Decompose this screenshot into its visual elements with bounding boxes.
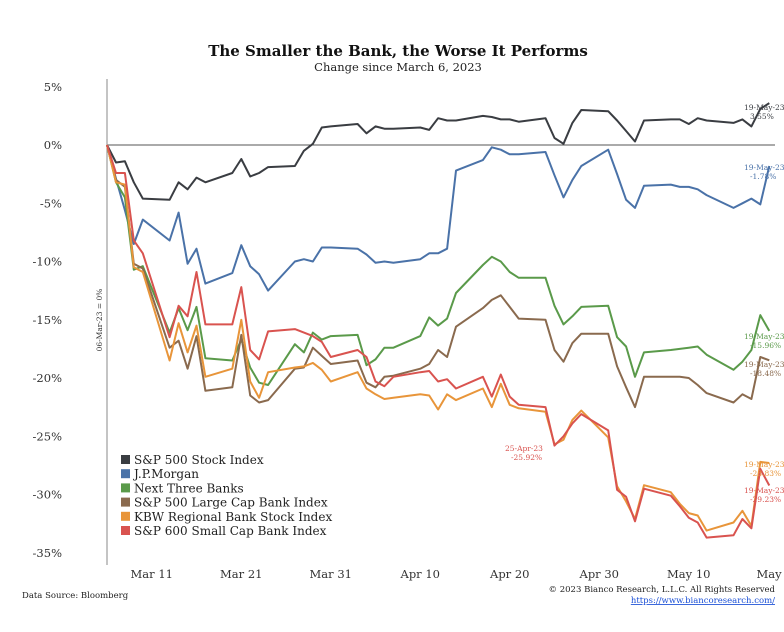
website-link[interactable]: https://www.biancoresearch.com/	[631, 596, 775, 606]
y-tick-label: 5%	[44, 80, 62, 94]
annotation-date: 19-May-23	[744, 360, 784, 369]
legend-swatch	[121, 469, 130, 479]
x-tick-label: Mar 21	[220, 567, 262, 581]
series-line-2	[106, 144, 771, 292]
annotation-value: -28.83%	[750, 469, 781, 478]
annotation-date: 19-May-23	[744, 332, 784, 341]
annotation-value: -15.96%	[750, 341, 781, 350]
x-tick-label: Mar 11	[131, 567, 173, 581]
legend-swatch	[121, 511, 130, 521]
annotation-value: -1.78%	[750, 172, 776, 181]
x-tick-label: Apr 30	[579, 567, 619, 581]
y-tick-label: -30%	[33, 488, 63, 502]
series-line-6	[106, 144, 771, 539]
annotation-value: -18.48%	[750, 369, 781, 378]
y-tick-label: -20%	[33, 371, 63, 385]
y-tick-label: -5%	[40, 196, 62, 210]
annotation-value: 3.55%	[750, 112, 774, 121]
legend-swatch	[121, 483, 130, 493]
legend-swatch	[121, 526, 130, 535]
y-tick-label: 0%	[44, 138, 62, 152]
start-date-label: 06-Mar-23 = 0%	[95, 289, 104, 352]
legend-label: J.P.Morgan	[132, 467, 199, 481]
y-tick-label: -35%	[33, 546, 63, 560]
series-line-3	[106, 144, 771, 386]
y-tick-label: -10%	[33, 255, 63, 269]
legend-label: S&P 600 Small Cap Bank Index	[134, 524, 327, 538]
chart-title: The Smaller the Bank, the Worse It Perfo…	[208, 42, 588, 60]
legend-label: Next Three Banks	[134, 481, 244, 495]
annotation-date: 19-May-23	[744, 486, 784, 495]
copyright: © 2023 Bianco Research, L.L.C. All Right…	[549, 585, 776, 595]
legend-swatch	[121, 497, 130, 507]
x-tick-label: May 20	[757, 567, 784, 581]
x-tick-label: Apr 10	[400, 567, 440, 581]
annotation-date: 25-Apr-23	[505, 444, 543, 453]
series-line-4	[106, 144, 770, 409]
y-tick-label: -25%	[33, 429, 63, 443]
legend-label: S&P 500 Stock Index	[134, 453, 264, 467]
chart-subtitle: Change since March 6, 2023	[314, 60, 482, 74]
x-tick-label: May 10	[667, 567, 710, 581]
annotation-date: 19-May-23	[744, 163, 784, 172]
legend-swatch	[121, 455, 130, 464]
annotation-date: 19-May-23	[744, 460, 784, 469]
y-tick-label: -15%	[33, 313, 63, 327]
series-line-1	[106, 102, 770, 201]
annotation-value: -25.92%	[511, 453, 542, 462]
data-source: Data Source: Bloomberg	[22, 591, 129, 601]
legend-label: S&P 500 Large Cap Bank Index	[134, 496, 328, 510]
series-line-5	[106, 144, 770, 532]
annotation-value: -29.23%	[750, 495, 781, 504]
annotation-date: 19-May-23	[744, 103, 784, 112]
x-tick-label: Mar 31	[310, 567, 352, 581]
legend-label: KBW Regional Bank Stock Index	[134, 510, 332, 524]
x-tick-label: Apr 20	[489, 567, 529, 581]
